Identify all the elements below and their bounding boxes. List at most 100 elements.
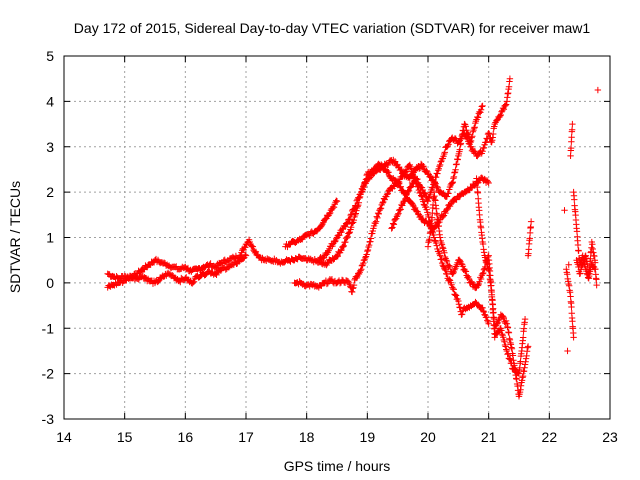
chart-title: Day 172 of 2015, Sidereal Day-to-day VTE… [74, 20, 591, 36]
data-point-marker [479, 240, 487, 248]
data-point-marker [452, 291, 459, 299]
x-tick-label: 16 [178, 429, 194, 445]
data-point-marker [448, 180, 455, 187]
data-point-marker [593, 276, 600, 283]
data-point-marker [443, 207, 450, 214]
data-point-marker [449, 179, 456, 187]
data-point-marker [360, 184, 367, 191]
data-point-marker [381, 196, 388, 203]
data-point-marker [507, 356, 514, 363]
grid [64, 56, 610, 419]
data-point-marker [438, 241, 446, 248]
data-point-marker [437, 158, 445, 166]
data-point-marker [507, 339, 514, 347]
data-point-marker [333, 197, 340, 204]
data-point-marker [444, 142, 451, 150]
data-point-marker [449, 178, 457, 186]
data-point-marker [348, 211, 355, 218]
data-point-marker [412, 207, 420, 214]
data-point-marker [458, 311, 466, 318]
data-point-marker [391, 158, 399, 165]
data-point-marker [388, 225, 395, 232]
data-point-marker [517, 382, 525, 389]
data-point-marker [446, 262, 453, 269]
data-point-marker [395, 210, 402, 217]
data-point-marker [354, 196, 361, 203]
data-point-marker [501, 341, 509, 349]
data-point-marker [477, 106, 485, 113]
data-point-marker [455, 297, 462, 305]
data-point-marker [344, 278, 352, 285]
data-point-marker [330, 204, 338, 211]
data-point-marker [363, 251, 370, 258]
data-point-marker [450, 286, 457, 293]
x-axis-label: GPS time / hours [284, 458, 391, 474]
data-point-marker [502, 102, 509, 109]
data-point-marker [519, 374, 526, 381]
data-point-marker [507, 341, 515, 348]
data-point-marker [482, 139, 490, 146]
data-point-marker [249, 243, 257, 250]
data-point-marker [338, 246, 345, 254]
data-point-marker [348, 220, 356, 227]
data-point-marker [506, 75, 514, 82]
data-point-marker [451, 169, 458, 176]
data-point-marker [508, 344, 515, 351]
data-point-marker [442, 209, 449, 217]
data-point-marker [436, 234, 444, 241]
data-point-marker [452, 292, 460, 299]
data-point-marker [393, 213, 401, 220]
data-point-marker [480, 246, 487, 253]
data-point-marker [424, 243, 432, 250]
data-point-marker [473, 178, 481, 185]
data-point-marker [461, 129, 468, 137]
data-point-marker [340, 242, 348, 250]
data-point-marker [583, 254, 590, 262]
data-point-marker [480, 266, 488, 273]
data-point-marker [446, 276, 453, 283]
data-point-marker [523, 352, 530, 360]
data-point-marker [345, 230, 352, 237]
data-point-marker [367, 238, 374, 245]
data-point-marker [489, 137, 496, 144]
data-point-marker [483, 259, 491, 267]
data-point-marker [523, 348, 531, 355]
data-point-marker [349, 285, 356, 292]
data-point-marker [574, 241, 582, 249]
data-point-marker [326, 210, 333, 217]
data-point-marker [567, 144, 575, 152]
axis-ticks [63, 55, 611, 420]
data-point-marker [429, 184, 436, 192]
data-point-marker [334, 253, 341, 260]
data-point-marker [521, 361, 529, 368]
data-point-marker [346, 215, 354, 223]
data-point-marker [458, 135, 465, 142]
data-point-marker [425, 213, 432, 221]
data-point-marker [491, 334, 498, 341]
data-point-marker [342, 223, 349, 230]
data-point-marker [321, 216, 329, 223]
data-point-marker [364, 246, 372, 254]
data-point-marker [351, 205, 358, 213]
data-point-marker [241, 251, 249, 258]
data-point-marker [367, 235, 375, 242]
data-point-marker [374, 214, 381, 222]
data-point-marker [441, 149, 449, 156]
x-tick-label: 20 [420, 429, 436, 445]
data-point-marker [519, 372, 527, 380]
data-point-marker [417, 212, 424, 220]
data-point-marker [389, 224, 396, 231]
data-point-marker [499, 313, 507, 320]
data-point-marker [589, 241, 596, 248]
data-point-marker [527, 218, 535, 225]
data-point-marker [397, 183, 404, 190]
data-point-marker [453, 160, 460, 168]
x-tick-label: 23 [602, 429, 618, 445]
data-point-marker [389, 220, 397, 227]
data-point-marker [423, 206, 430, 213]
data-point-marker [395, 207, 403, 214]
data-point-marker [452, 166, 459, 173]
data-point-marker [390, 221, 398, 228]
